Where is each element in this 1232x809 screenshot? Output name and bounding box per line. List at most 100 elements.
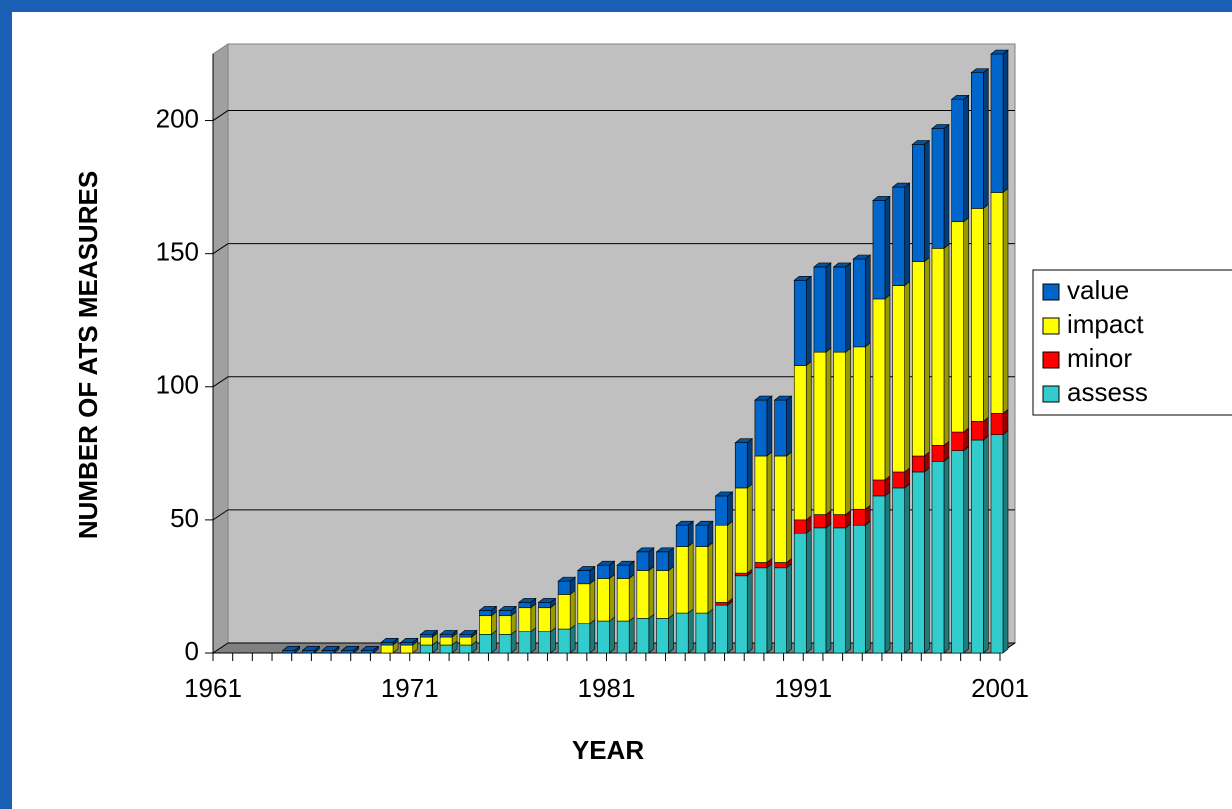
bar-segment — [793, 279, 807, 366]
bar-side — [707, 541, 714, 614]
bar-segment — [656, 618, 669, 654]
bar-side — [963, 217, 969, 433]
bar-top — [419, 630, 439, 635]
bar-side — [963, 446, 969, 654]
bar-side — [884, 491, 891, 654]
bar-segment — [695, 546, 709, 614]
bar-segment — [380, 642, 394, 646]
x-tick-label: 1961 — [184, 673, 242, 703]
bar-side — [983, 203, 989, 423]
bar-segment — [734, 572, 748, 577]
chart: NUMBER OF ATS MEASURES YEAR 0 50 100 150 200… — [73, 43, 1232, 765]
bar-side — [530, 627, 537, 654]
bar-side — [609, 573, 615, 622]
bar-side — [609, 616, 615, 654]
bar-segment — [459, 644, 473, 654]
bar-side — [648, 613, 655, 654]
bar-side — [923, 467, 930, 654]
bar-top — [616, 560, 636, 566]
bar-side — [864, 520, 871, 654]
bar-segment — [971, 208, 984, 422]
bar-segment — [715, 602, 728, 606]
bar-side — [668, 613, 674, 654]
bar-side — [766, 451, 773, 564]
bar-side — [589, 579, 596, 625]
bar-segment — [754, 455, 768, 563]
bar-segment — [774, 399, 787, 457]
bar-segment — [892, 471, 905, 489]
bar-segment — [498, 634, 512, 654]
bar-segment — [420, 644, 433, 654]
bar-segment — [518, 607, 532, 633]
bar-segment — [951, 98, 964, 223]
bar-side — [943, 123, 950, 249]
bar-segment — [420, 636, 433, 646]
bar-side — [864, 342, 871, 510]
x-tick-label: 1991 — [774, 673, 832, 703]
bar-segment — [282, 650, 296, 654]
bar-top — [399, 638, 419, 643]
bar-side — [687, 541, 694, 614]
bar-segment — [892, 487, 905, 654]
bar-segment — [931, 248, 945, 446]
bar-segment — [577, 583, 591, 625]
bar-side — [727, 600, 733, 654]
bar-segment — [656, 570, 669, 619]
bar-segment — [479, 634, 492, 654]
legend-label: value — [1067, 275, 1129, 305]
bar-top — [380, 638, 399, 643]
bar-side — [983, 435, 989, 654]
bar-segment — [636, 618, 650, 654]
bar-top — [596, 560, 616, 566]
bar-top — [695, 520, 714, 526]
grid-line-side — [212, 376, 229, 388]
bar-segment — [813, 527, 827, 654]
bar-segment — [675, 546, 689, 614]
bar-top — [911, 140, 931, 145]
bar-top — [281, 646, 301, 651]
bar-segment — [675, 524, 689, 547]
bar-segment — [479, 610, 492, 617]
bar-segment — [754, 567, 768, 654]
bar-side — [904, 280, 910, 473]
bar-side — [805, 275, 812, 367]
bar-segment — [577, 623, 591, 654]
bar-segment — [734, 487, 748, 574]
grid-line-side — [212, 110, 229, 121]
bar-side — [1002, 187, 1009, 415]
bar-segment — [852, 524, 866, 654]
bar-segment — [656, 551, 669, 571]
bar-segment — [636, 570, 650, 619]
bar-segment — [793, 532, 807, 654]
legend-swatch — [1042, 351, 1060, 369]
y-tick-label: 50 — [170, 503, 199, 533]
bar-segment — [813, 266, 827, 353]
bar-segment — [439, 644, 453, 654]
bar-segment — [872, 200, 886, 300]
bar-side — [727, 520, 733, 604]
bar-top — [340, 646, 360, 651]
bar-segment — [892, 285, 905, 473]
bar-segment — [931, 445, 945, 462]
bar-side — [786, 395, 792, 457]
bar-segment — [911, 455, 925, 473]
bar-segment — [971, 439, 984, 654]
bar-segment — [852, 346, 866, 510]
bar-segment — [990, 53, 1004, 193]
bar-segment — [872, 298, 886, 481]
side-wall — [212, 43, 229, 654]
bar-segment — [695, 612, 709, 654]
bar-segment — [715, 604, 728, 654]
bar-top — [714, 491, 734, 497]
bar-segment — [695, 524, 709, 547]
bar-side — [943, 243, 950, 446]
bar-side — [707, 520, 714, 548]
y-tick-label: 100 — [156, 370, 199, 400]
bar-side — [628, 573, 635, 622]
bar-top — [931, 124, 950, 129]
y-tick-label: 0 — [185, 636, 199, 666]
bar-segment — [774, 562, 787, 569]
grid-line-side — [212, 642, 229, 654]
bar-top — [950, 94, 970, 100]
bar-top — [891, 182, 911, 188]
